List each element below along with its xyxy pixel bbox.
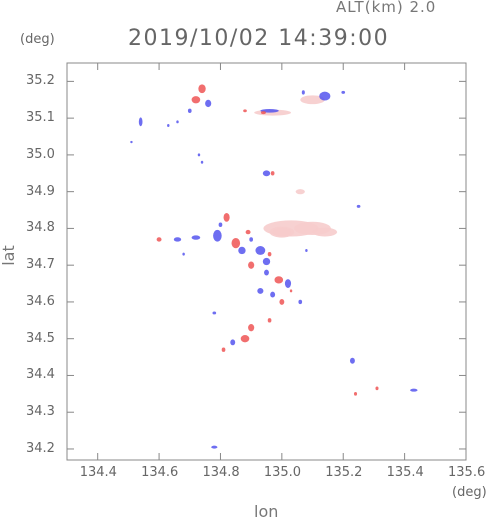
echo-negative: [138, 117, 143, 127]
echo-negative: [341, 90, 346, 94]
x-tick-label: 135.0: [263, 465, 302, 480]
x-axis-unit: (deg): [452, 485, 487, 500]
echo-positive: [274, 276, 284, 284]
y-tick-label: 34.3: [26, 404, 55, 420]
x-tick-label: 135.2: [325, 465, 363, 480]
y-tick-label: 34.6: [26, 293, 55, 309]
echo-negative: [301, 90, 305, 95]
echo-negative: [410, 388, 418, 392]
echo-layer: [130, 84, 418, 449]
echo-positive: [267, 251, 272, 257]
echo-negative: [212, 311, 217, 315]
echo-positive: [353, 391, 358, 396]
y-tick-label: 34.9: [26, 183, 55, 199]
y-axis-unit: (deg): [20, 32, 55, 47]
echo-positive: [198, 84, 206, 94]
x-tick-label: 134.6: [141, 465, 179, 480]
echo-negative: [356, 204, 361, 208]
echo-negative: [176, 120, 179, 124]
echo-light: [295, 189, 305, 195]
echo-negative: [262, 170, 271, 177]
echo-positive: [289, 289, 293, 293]
echo-negative: [262, 257, 271, 266]
x-tick-label: 135.4: [386, 465, 424, 480]
echo-negative: [200, 160, 204, 164]
echo-positive: [375, 386, 379, 391]
echo-positive: [243, 109, 247, 113]
y-tick-label: 34.8: [26, 220, 55, 236]
echo-negative: [230, 339, 236, 346]
echo-light: [300, 95, 325, 105]
altitude-label: ALT(km) 2.0: [336, 0, 437, 16]
echo-negative: [167, 124, 170, 127]
echo-negative: [255, 246, 266, 255]
y-tick-label: 35.0: [26, 146, 55, 162]
echo-negative: [249, 237, 253, 242]
echo-positive: [191, 96, 201, 104]
echo-negative: [257, 287, 264, 294]
echo-negative: [130, 140, 133, 144]
echo-positive: [279, 298, 285, 305]
echo-negative: [197, 153, 201, 157]
echo-negative: [173, 237, 182, 242]
echo-positive: [248, 261, 255, 269]
y-tick-label: 35.1: [26, 110, 55, 126]
x-tick-label: 134.8: [202, 465, 240, 480]
y-axis-label: lat: [0, 245, 18, 266]
echo-light: [269, 226, 295, 238]
y-tick-label: 34.2: [26, 440, 55, 456]
echo-positive: [260, 111, 266, 115]
echo-negative: [264, 269, 269, 276]
echo-negative: [218, 222, 223, 227]
y-tick-label: 34.4: [26, 367, 55, 383]
echo-positive: [267, 318, 272, 323]
timestamp-label: 2019/10/02 14:39:00: [128, 26, 390, 51]
echo-positive: [223, 212, 230, 222]
echo-negative: [298, 299, 303, 305]
x-axis-label: lon: [254, 502, 279, 521]
echo-positive: [270, 171, 275, 176]
echo-positive: [245, 229, 251, 235]
echo-negative: [305, 249, 308, 252]
y-tick-label: 34.5: [26, 330, 55, 346]
echo-negative: [349, 357, 355, 364]
echo-negative: [319, 91, 331, 101]
echo-negative: [284, 279, 292, 288]
echo-light: [312, 227, 338, 237]
echo-negative: [187, 108, 192, 113]
echo-positive: [156, 237, 162, 242]
y-tick-label: 34.7: [26, 257, 55, 273]
tick-layer: [67, 63, 467, 460]
echo-positive: [248, 323, 255, 332]
x-tick-label: 135.6: [448, 465, 486, 480]
echo-positive: [240, 335, 250, 343]
x-tick-label: 134.4: [79, 465, 117, 480]
echo-negative: [205, 99, 212, 108]
echo-negative: [270, 291, 276, 298]
echo-negative: [213, 229, 222, 242]
echo-negative: [182, 252, 185, 256]
echo-negative: [238, 246, 246, 255]
plot-frame: [66, 62, 467, 461]
echo-negative: [211, 445, 218, 449]
echo-positive: [221, 347, 226, 352]
y-tick-label: 35.2: [26, 73, 55, 89]
echo-negative: [191, 235, 201, 240]
echo-positive: [231, 237, 241, 249]
